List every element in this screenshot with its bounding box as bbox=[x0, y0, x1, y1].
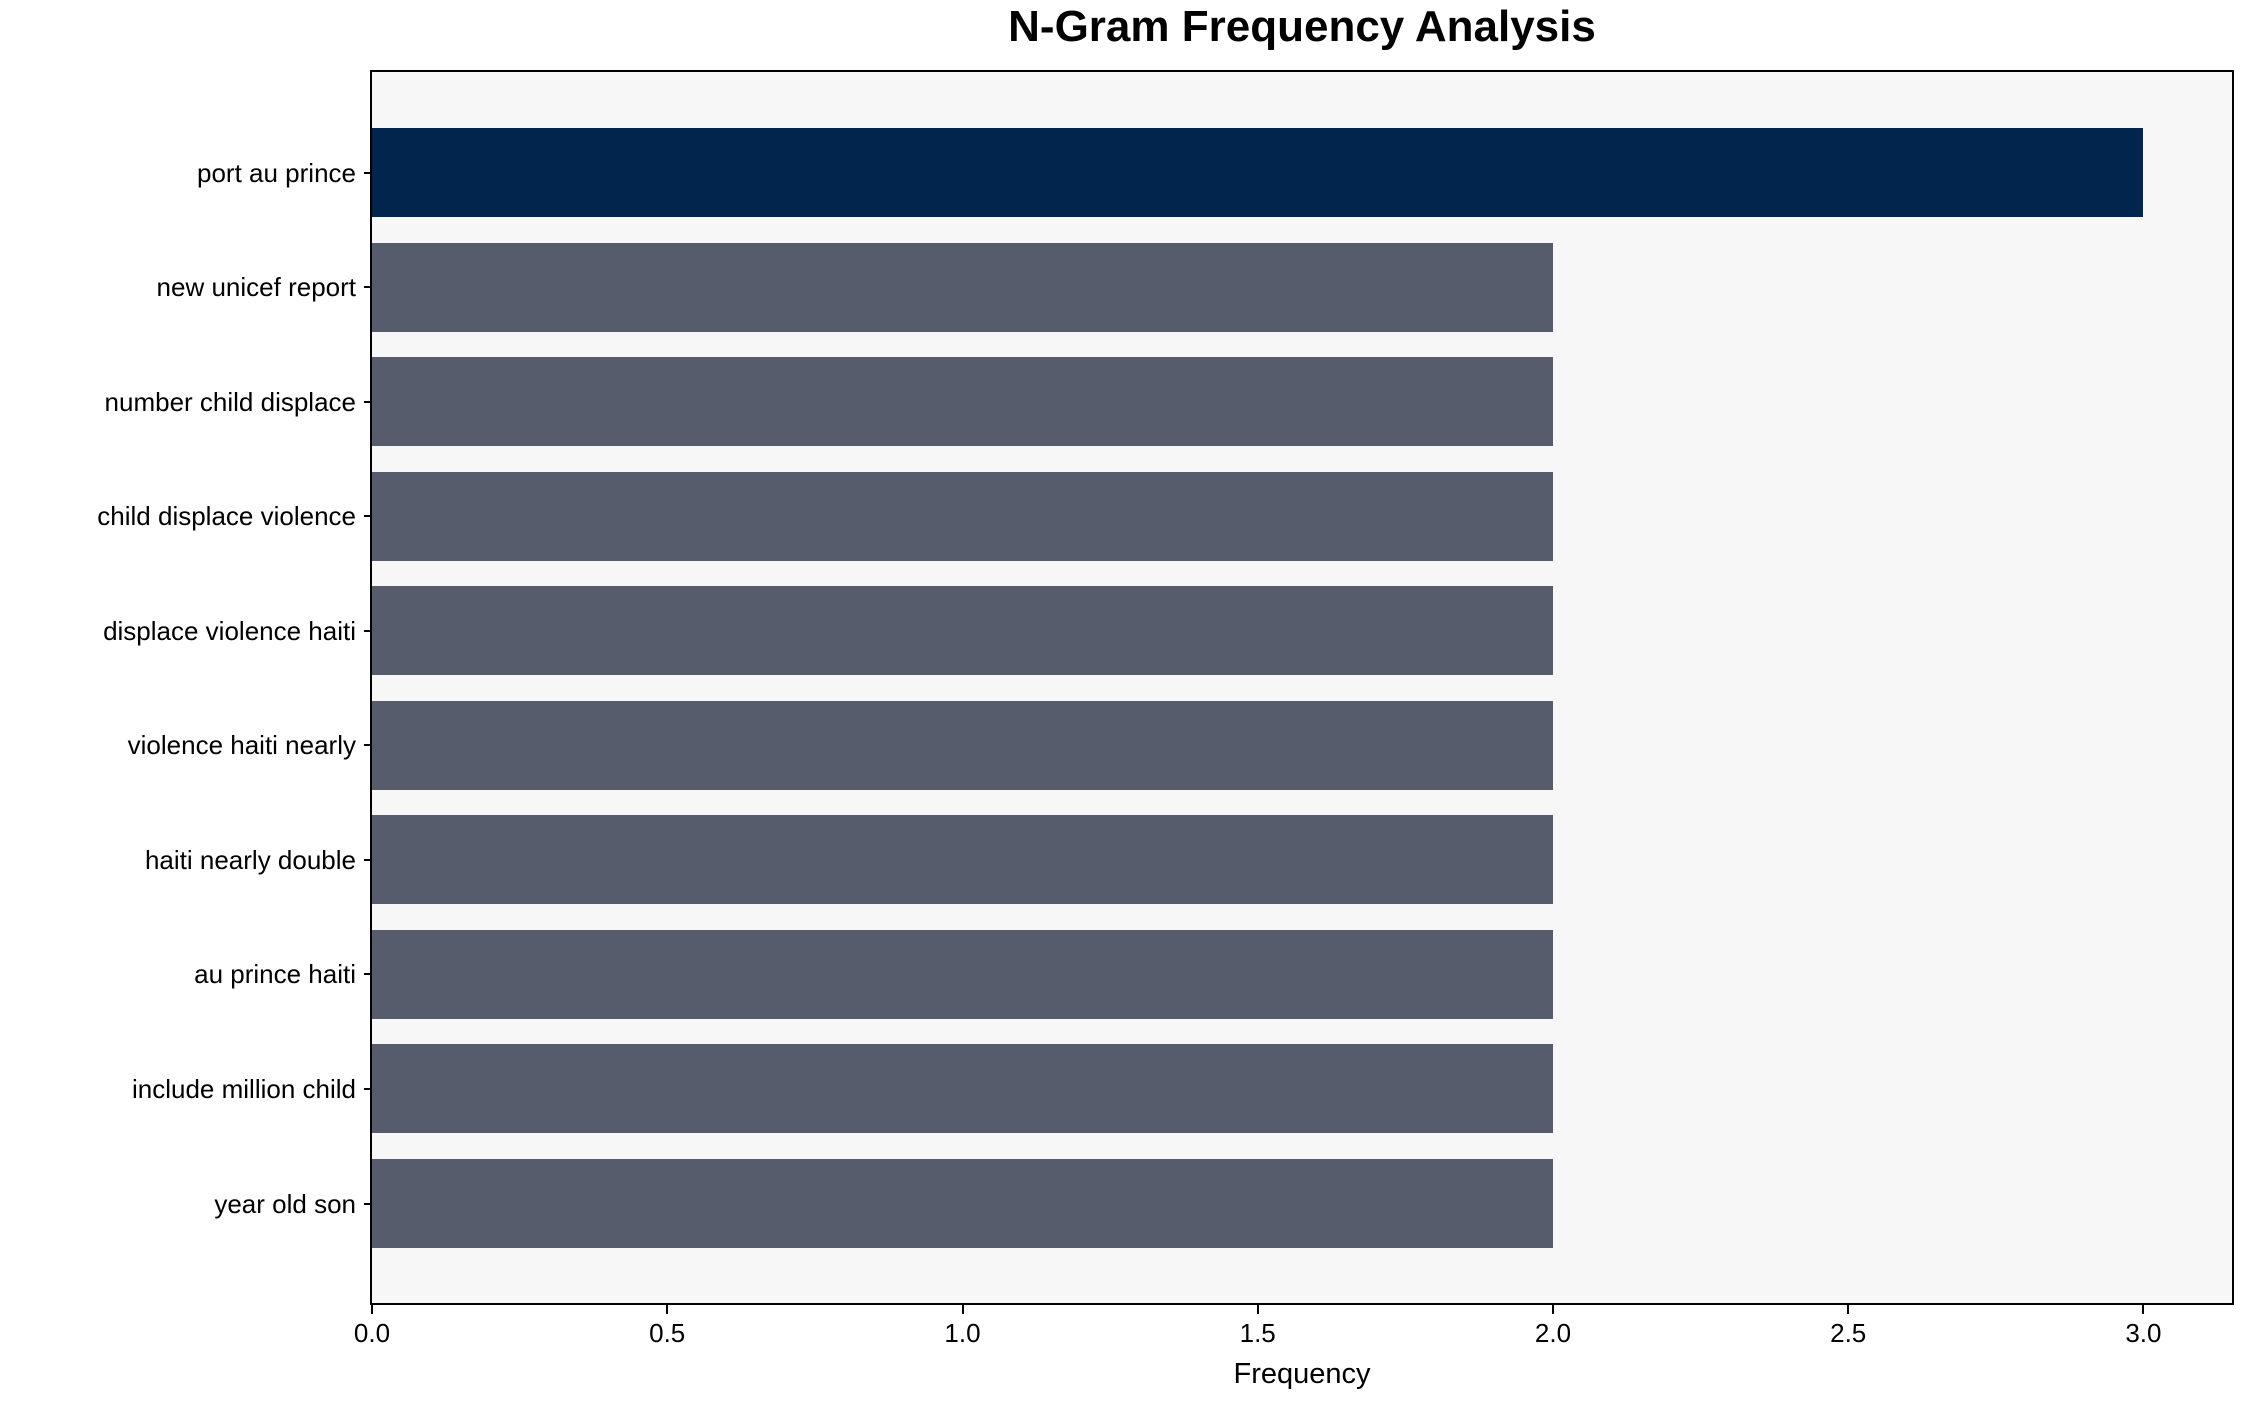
bar-child-displace-violence bbox=[372, 471, 1553, 561]
x-tick-label: 1.0 bbox=[944, 1318, 981, 1348]
bar-number-child-displace bbox=[372, 357, 1553, 447]
x-tick bbox=[1256, 1305, 1259, 1314]
y-tick bbox=[364, 515, 372, 518]
plot-area bbox=[370, 70, 2234, 1305]
y-tick-label: child displace violence bbox=[97, 501, 356, 532]
y-tick bbox=[364, 171, 372, 174]
x-tick-label: 1.5 bbox=[1239, 1318, 1276, 1348]
x-tick-label: 0.5 bbox=[649, 1318, 686, 1348]
x-tick-label: 2.5 bbox=[1830, 1318, 1867, 1348]
y-tick bbox=[364, 1202, 372, 1205]
y-tick-label: port au prince bbox=[197, 157, 356, 188]
y-tick-label: violence haiti nearly bbox=[127, 730, 356, 761]
y-tick bbox=[364, 1087, 372, 1090]
x-axis-label: Frequency bbox=[1233, 1358, 1371, 1390]
x-tick bbox=[666, 1305, 669, 1314]
x-tick-label: 2.0 bbox=[1534, 1318, 1572, 1348]
bar-year-old-son bbox=[372, 1159, 1553, 1248]
bar-au-prince-haiti bbox=[372, 929, 1553, 1019]
x-tick bbox=[1847, 1305, 1850, 1314]
x-tick bbox=[1552, 1305, 1554, 1314]
bar-include-million-child bbox=[372, 1044, 1553, 1134]
y-tick-label: displace violence haiti bbox=[103, 615, 356, 646]
bar-port-au-prince bbox=[372, 128, 2144, 217]
x-tick bbox=[2142, 1305, 2145, 1314]
y-tick bbox=[364, 744, 372, 747]
bar-violence-haiti-nearly bbox=[372, 700, 1553, 790]
y-tick bbox=[364, 629, 372, 632]
y-tick-label: include million child bbox=[132, 1073, 356, 1104]
bar-haiti-nearly-double bbox=[372, 815, 1553, 905]
y-tick bbox=[364, 400, 372, 403]
x-tick bbox=[961, 1305, 964, 1314]
bar-new-unicef-report bbox=[372, 242, 1553, 332]
x-tick-label: 0.0 bbox=[353, 1318, 391, 1348]
y-tick bbox=[364, 858, 372, 861]
chart-title: N-Gram Frequency Analysis bbox=[1008, 2, 1596, 51]
y-tick-label: haiti nearly double bbox=[144, 844, 356, 875]
bar-displace-violence-haiti bbox=[372, 586, 1553, 676]
y-tick bbox=[364, 973, 372, 976]
y-tick-label: number child displace bbox=[104, 386, 356, 417]
y-tick-label: year old son bbox=[214, 1188, 356, 1219]
x-tick bbox=[371, 1305, 373, 1314]
y-tick-label: au prince haiti bbox=[194, 959, 356, 990]
x-tick-label: 3.0 bbox=[2125, 1318, 2162, 1348]
y-tick bbox=[364, 286, 372, 289]
y-tick-label: new unicef report bbox=[156, 272, 356, 303]
